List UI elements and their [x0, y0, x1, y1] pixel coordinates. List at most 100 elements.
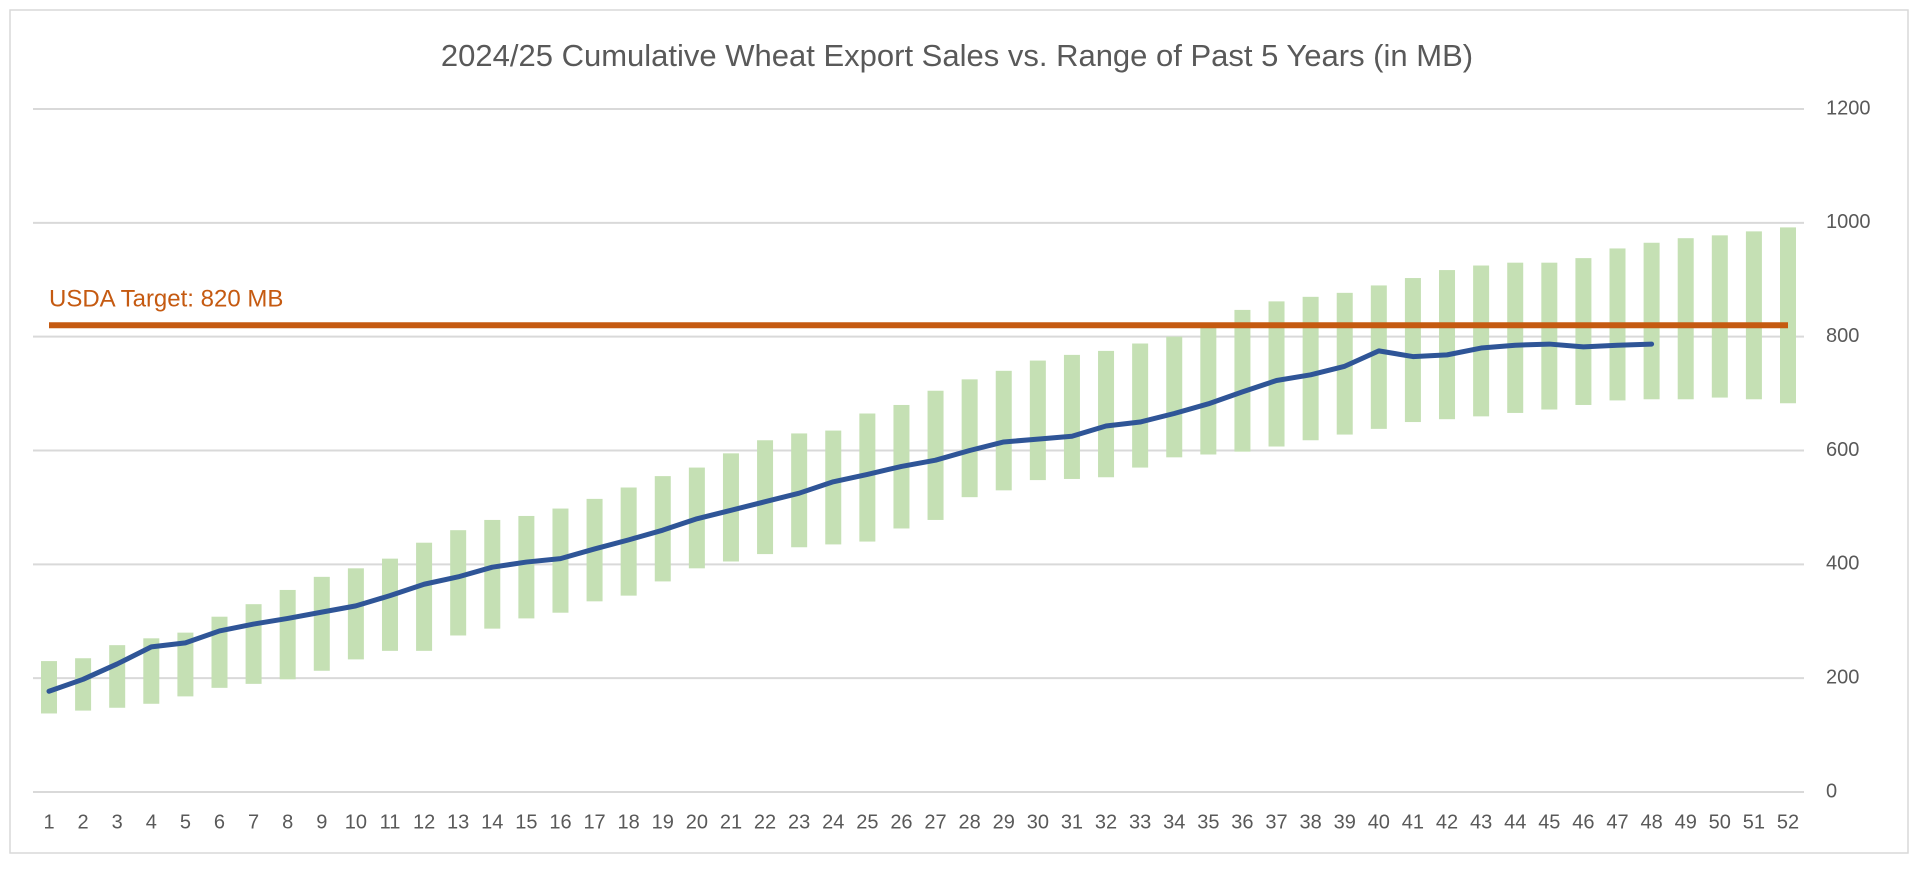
y-tick-label: 600 — [1826, 439, 1859, 461]
range-bar — [1268, 301, 1285, 447]
x-tick-label: 21 — [720, 811, 742, 833]
x-tick-label: 2 — [78, 811, 89, 833]
x-tick-label: 44 — [1504, 811, 1526, 833]
x-tick-label: 9 — [316, 811, 327, 833]
x-tick-label: 13 — [447, 811, 469, 833]
range-bar — [313, 576, 330, 671]
range-bar — [177, 632, 194, 697]
x-tick-label: 25 — [856, 811, 878, 833]
x-tick-label: 1 — [43, 811, 54, 833]
x-tick-label: 5 — [180, 811, 191, 833]
x-tick-label: 46 — [1572, 811, 1594, 833]
x-tick-label: 18 — [618, 811, 640, 833]
range-bar — [416, 542, 433, 651]
x-tick-label: 19 — [652, 811, 674, 833]
x-tick-label: 12 — [413, 811, 435, 833]
range-bar — [1234, 309, 1251, 452]
x-tick-label: 10 — [345, 811, 367, 833]
x-tick-label: 17 — [583, 811, 605, 833]
range-bar — [1302, 296, 1319, 441]
range-bar — [1711, 235, 1728, 398]
line-series — [46, 341, 1655, 694]
x-tick-label: 23 — [788, 811, 810, 833]
range-bar — [1643, 242, 1660, 400]
x-tick-label: 36 — [1231, 811, 1253, 833]
range-bar — [245, 604, 262, 684]
range-bar — [109, 645, 126, 708]
x-tick-label: 50 — [1709, 811, 1731, 833]
chart-border — [9, 9, 1909, 854]
y-tick-label: 400 — [1826, 553, 1859, 575]
range-bar — [927, 390, 944, 520]
range-bar — [859, 413, 876, 542]
x-tick-label: 34 — [1163, 811, 1185, 833]
range-bar — [1439, 270, 1456, 420]
x-tick-label: 47 — [1606, 811, 1628, 833]
range-bar — [75, 658, 92, 711]
range-bar — [1029, 360, 1046, 481]
range-bar — [722, 453, 739, 562]
chart-title: 2024/25 Cumulative Wheat Export Sales vs… — [441, 38, 1473, 73]
x-tick-label: 49 — [1675, 811, 1697, 833]
range-bar — [1745, 231, 1762, 400]
range-bar — [1404, 278, 1421, 423]
x-tick-label: 30 — [1027, 811, 1049, 833]
range-bar — [1575, 258, 1592, 405]
range-bar — [1132, 343, 1149, 468]
range-bar — [961, 379, 978, 498]
range-bar — [1541, 262, 1558, 410]
y-tick-label: 1200 — [1826, 97, 1871, 119]
range-bar — [450, 530, 467, 636]
range-bar — [1507, 262, 1524, 413]
range-bar — [143, 638, 160, 704]
range-bar — [825, 430, 842, 545]
y-tick-label: 200 — [1826, 666, 1859, 688]
x-tick-label: 26 — [890, 811, 912, 833]
range-bar — [484, 519, 501, 629]
range-bar — [1370, 285, 1387, 429]
y-tick-label: 0 — [1826, 780, 1837, 802]
range-bar — [381, 558, 398, 651]
range-bar — [1473, 265, 1490, 417]
x-tick-label: 45 — [1538, 811, 1560, 833]
range-bar — [347, 568, 364, 660]
range-bar — [41, 661, 57, 714]
x-tick-label: 15 — [515, 811, 537, 833]
x-tick-label: 51 — [1743, 811, 1765, 833]
x-tick-label: 37 — [1265, 811, 1287, 833]
x-tick-label: 6 — [214, 811, 225, 833]
x-tick-label: 39 — [1334, 811, 1356, 833]
range-bar — [1166, 336, 1183, 458]
x-tick-label: 52 — [1777, 811, 1799, 833]
range-bar — [1780, 227, 1796, 404]
x-tick-label: 43 — [1470, 811, 1492, 833]
x-tick-label: 35 — [1197, 811, 1219, 833]
range-bar — [757, 440, 774, 555]
x-tick-label: 22 — [754, 811, 776, 833]
x-tick-label: 29 — [993, 811, 1015, 833]
range-bar — [1063, 354, 1080, 479]
x-tick-label: 24 — [822, 811, 844, 833]
x-tick-label: 16 — [549, 811, 571, 833]
x-tick-label: 14 — [481, 811, 503, 833]
y-tick-label: 800 — [1826, 325, 1859, 347]
x-tick-label: 8 — [282, 811, 293, 833]
range-bar — [1098, 350, 1115, 478]
target-label: USDA Target: 820 MB — [49, 286, 283, 313]
x-tick-label: 42 — [1436, 811, 1458, 833]
x-tick-label: 28 — [959, 811, 981, 833]
x-tick-label: 4 — [146, 811, 157, 833]
range-bar — [1677, 238, 1694, 400]
range-bar — [518, 515, 535, 619]
x-tick-label: 48 — [1640, 811, 1662, 833]
range-bar — [995, 370, 1012, 491]
x-tick-label: 7 — [248, 811, 259, 833]
x-tick-label: 40 — [1368, 811, 1390, 833]
range-bar — [791, 433, 808, 548]
x-tick-label: 41 — [1402, 811, 1424, 833]
y-tick-label: 1000 — [1826, 211, 1871, 233]
x-tick-label: 31 — [1061, 811, 1083, 833]
x-tick-label: 11 — [380, 811, 401, 833]
range-bar — [1200, 325, 1217, 455]
